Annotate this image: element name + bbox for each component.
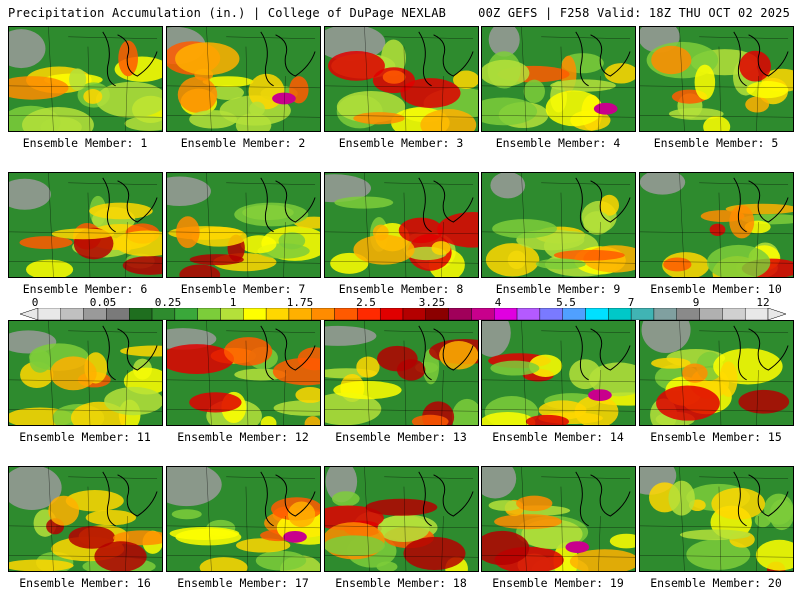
colorbar-swatch [425, 308, 449, 320]
colorbar-swatch [334, 308, 358, 320]
precip-map-panel [8, 466, 163, 572]
colorbar-tick-label: 1.75 [286, 296, 314, 309]
precip-map-panel [8, 320, 163, 426]
colorbar-swatch [744, 308, 769, 320]
precip-map-panel [8, 26, 163, 132]
ensemble-member-label: Ensemble Member: 4 [495, 136, 621, 150]
ensemble-member-label: Ensemble Member: 5 [653, 136, 779, 150]
precip-map-panel [481, 172, 636, 278]
colorbar-tick-label: 2.5 [356, 296, 376, 309]
ensemble-member-label: Ensemble Member: 8 [338, 282, 464, 296]
colorbar-swatch [265, 308, 290, 320]
ensemble-member-label: Ensemble Member: 1 [22, 136, 148, 150]
colorbar-tick-label: 9 [692, 296, 700, 309]
colorbar-swatch [630, 308, 655, 320]
precip-map-panel [481, 26, 636, 132]
colorbar-swatch [562, 308, 586, 320]
colorbar-max-arrow [767, 308, 786, 320]
ensemble-member-label: Ensemble Member: 3 [338, 136, 464, 150]
colorbar-swatch [311, 308, 335, 320]
colorbar-swatch [129, 308, 153, 320]
precip-map-panel [639, 466, 794, 572]
precip-map-panel [324, 466, 479, 572]
precip-map-panel [324, 320, 479, 426]
colorbar-swatch [494, 308, 518, 320]
colorbar-swatch [448, 308, 472, 320]
precip-map-panel [166, 172, 321, 278]
colorbar-swatch [174, 308, 198, 320]
precip-map-panel [166, 466, 321, 572]
precip-map-panel [639, 26, 794, 132]
colorbar-swatch [220, 308, 244, 320]
precip-map-panel [639, 172, 794, 278]
colorbar-tick-label: 0.05 [89, 296, 117, 309]
precip-map-panel [324, 172, 479, 278]
colorbar-min-arrow [20, 308, 39, 320]
colorbar-swatch [379, 308, 404, 320]
colorbar-swatch [676, 308, 700, 320]
colorbar-tick-label: 3.25 [418, 296, 446, 309]
ensemble-member-label: Ensemble Member: 13 [335, 430, 467, 444]
precip-map-panel [8, 172, 163, 278]
precipitation-colorbar [20, 308, 786, 320]
ensemble-member-label: Ensemble Member: 6 [22, 282, 148, 296]
ensemble-member-label: Ensemble Member: 12 [177, 430, 309, 444]
colorbar-swatch [471, 308, 495, 320]
colorbar-tick-label: 0.25 [154, 296, 182, 309]
colorbar-swatch [197, 308, 221, 320]
colorbar-swatch [243, 308, 267, 320]
precip-map-panel [481, 320, 636, 426]
ensemble-member-label: Ensemble Member: 15 [650, 430, 782, 444]
colorbar-tick-label: 5.5 [556, 296, 576, 309]
colorbar-swatch [699, 308, 723, 320]
colorbar-swatch [608, 308, 632, 320]
colorbar-swatch [539, 308, 563, 320]
colorbar-tick-label: 12 [756, 296, 770, 309]
ensemble-member-label: Ensemble Member: 20 [650, 576, 782, 590]
ensemble-member-label: Ensemble Member: 16 [19, 576, 151, 590]
colorbar-swatch [653, 308, 677, 320]
ensemble-member-label: Ensemble Member: 11 [19, 430, 151, 444]
map-title: Precipitation Accumulation (in.) | Colle… [8, 6, 447, 20]
ensemble-member-label: Ensemble Member: 17 [177, 576, 309, 590]
ensemble-member-label: Ensemble Member: 2 [180, 136, 306, 150]
colorbar-swatch [585, 308, 609, 320]
precip-map-panel [481, 466, 636, 572]
precip-map-panel [166, 26, 321, 132]
ensemble-member-label: Ensemble Member: 19 [492, 576, 624, 590]
colorbar-swatch [83, 308, 107, 320]
colorbar-swatch [722, 308, 746, 320]
ensemble-member-label: Ensemble Member: 18 [335, 576, 467, 590]
colorbar-tick-label: 4 [494, 296, 502, 309]
precip-map-panel [324, 26, 479, 132]
colorbar-swatch [516, 308, 541, 320]
colorbar-tick-label: 1 [229, 296, 237, 309]
ensemble-member-label: Ensemble Member: 10 [650, 282, 782, 296]
colorbar-swatch [151, 308, 176, 320]
colorbar-swatch [37, 308, 62, 320]
colorbar-swatch [60, 308, 84, 320]
colorbar-tick-label: 7 [627, 296, 635, 309]
colorbar-swatch [357, 308, 381, 320]
precip-map-panel [166, 320, 321, 426]
ensemble-member-label: Ensemble Member: 9 [495, 282, 621, 296]
colorbar-tick-label: 0 [31, 296, 39, 309]
colorbar-swatch [288, 308, 312, 320]
colorbar-swatch [402, 308, 427, 320]
colorbar-swatch [106, 308, 130, 320]
ensemble-member-label: Ensemble Member: 14 [492, 430, 624, 444]
model-run-info: 00Z GEFS | F258 Valid: 18Z THU OCT 02 20… [478, 6, 790, 20]
precip-map-panel [639, 320, 794, 426]
ensemble-member-label: Ensemble Member: 7 [180, 282, 306, 296]
